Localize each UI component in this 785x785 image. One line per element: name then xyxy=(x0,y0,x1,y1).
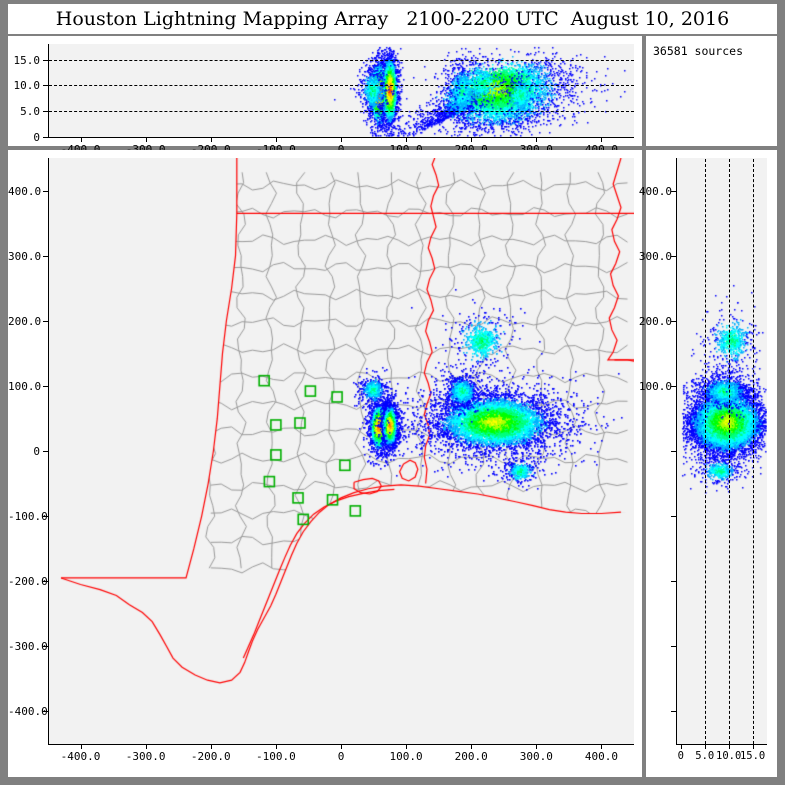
top-ytick-label: 15.0 xyxy=(13,53,41,67)
side-ytick-label: 300.0 xyxy=(638,249,672,263)
top-xtick xyxy=(536,137,538,142)
source-count-label: 36581 sources xyxy=(653,44,744,58)
side-ytick xyxy=(671,516,676,518)
side-xtick-label: 5.0 xyxy=(695,750,715,762)
side-ytick-label: 200.0 xyxy=(638,314,672,328)
side-ytick xyxy=(671,646,676,648)
top-xtick xyxy=(275,137,277,142)
map-xtick-label: -100.0 xyxy=(256,750,296,763)
top-xtick xyxy=(341,137,342,142)
map-xtick-label: 400.0 xyxy=(584,750,618,763)
side-ytick xyxy=(671,385,676,387)
top-xtick xyxy=(145,137,147,142)
map-ytick-label: 100.0 xyxy=(8,379,42,393)
side-scatter-canvas xyxy=(676,158,767,744)
map-panel: -400.0 -300.0 -200.0 -100.0 0 100.0 200.0 300.0… xyxy=(8,150,642,777)
map-ytick-label: -400.0 xyxy=(8,705,48,719)
top-ytick xyxy=(43,137,48,138)
side-xtick xyxy=(680,744,682,749)
map-xtick xyxy=(275,744,277,749)
top-ytick-label: 0 xyxy=(33,131,40,144)
map-xtick-label: -400.0 xyxy=(60,750,101,763)
side-ytick-label: 400.0 xyxy=(638,184,672,198)
side-xtick-label: 15.0 xyxy=(739,750,766,762)
side-xtick xyxy=(752,744,754,749)
map-canvas xyxy=(48,158,634,744)
map-xtick xyxy=(471,744,473,749)
map-xtick-label: 100.0 xyxy=(389,750,423,763)
side-gridline xyxy=(728,159,730,744)
source-count-panel: 36581 sources xyxy=(646,36,777,146)
map-xtick-label: 0 xyxy=(337,750,345,763)
top-gridline xyxy=(49,59,634,61)
side-plot-area xyxy=(676,158,767,744)
map-ytick xyxy=(43,646,48,648)
top-gridline xyxy=(49,111,634,113)
top-ytick xyxy=(43,85,48,87)
page-title: Houston Lightning Mapping Array 2100-220… xyxy=(55,8,730,30)
map-ytick xyxy=(43,385,48,387)
top-ytick xyxy=(43,59,48,61)
top-scatter-canvas xyxy=(48,44,634,137)
map-xtick xyxy=(80,744,82,749)
top-y-axis xyxy=(48,44,49,137)
side-ytick xyxy=(671,255,676,257)
map-y-axis xyxy=(48,158,49,744)
top-altitude-panel: -400.0-300.0-200.0-100.00100.0200.0300.0… xyxy=(8,36,642,156)
map-ytick xyxy=(43,711,48,713)
top-xtick xyxy=(210,137,212,142)
side-ytick xyxy=(671,190,676,192)
map-xtick-label: -200.0 xyxy=(190,750,231,763)
top-xtick-label: 0 xyxy=(319,143,363,156)
top-xtick xyxy=(80,137,82,142)
map-ytick-label: -300.0 xyxy=(8,640,48,654)
side-ytick-label: 100.0 xyxy=(638,379,672,393)
top-ytick xyxy=(43,111,48,113)
map-ytick xyxy=(43,516,48,518)
side-xtick-label: 10.0 xyxy=(716,750,742,762)
map-ytick xyxy=(43,320,48,322)
side-xtick xyxy=(728,744,730,749)
map-xtick xyxy=(601,744,603,749)
map-ytick-label: 400.0 xyxy=(8,184,42,198)
map-plot-area xyxy=(48,158,634,744)
map-xtick-label: 300.0 xyxy=(519,750,553,763)
map-xtick xyxy=(145,744,147,749)
title-bar: Houston Lightning Mapping Array 2100-220… xyxy=(8,4,777,34)
top-ytick-label: 10.0 xyxy=(13,79,41,93)
top-ytick-label: 5.0 xyxy=(20,105,40,119)
map-xtick-label: -300.0 xyxy=(125,750,166,763)
top-xtick xyxy=(601,137,603,142)
map-ytick-label: 0 xyxy=(33,445,40,458)
top-gridline xyxy=(49,85,634,87)
map-ytick xyxy=(43,581,48,583)
side-ytick xyxy=(671,451,676,452)
top-xtick xyxy=(471,137,473,142)
side-gridline xyxy=(704,159,706,744)
side-ytick xyxy=(671,581,676,583)
top-xtick xyxy=(406,137,408,142)
map-ytick xyxy=(43,451,48,452)
map-ytick-label: -200.0 xyxy=(8,575,48,589)
map-xtick xyxy=(210,744,212,749)
side-x-axis xyxy=(676,744,767,745)
side-y-axis xyxy=(676,158,677,744)
map-ytick xyxy=(43,255,48,257)
map-ytick-label: 300.0 xyxy=(8,249,42,263)
map-xtick xyxy=(341,744,342,749)
map-xtick xyxy=(406,744,408,749)
side-gridline xyxy=(752,159,754,744)
top-plot-area xyxy=(48,44,634,137)
map-xtick xyxy=(536,744,538,749)
side-xtick xyxy=(704,744,706,749)
map-xtick-label: 200.0 xyxy=(454,750,488,763)
side-ytick xyxy=(671,320,676,322)
side-xtick-label: 0 xyxy=(677,750,684,762)
side-ytick xyxy=(671,711,676,713)
side-altitude-panel: 0 5.0 10.0 15.0 100.0 200.0 300.0 400.0 xyxy=(639,150,777,777)
map-ytick-label: 200.0 xyxy=(8,314,42,328)
map-ytick-label: -100.0 xyxy=(8,510,48,524)
map-ytick xyxy=(43,190,48,192)
